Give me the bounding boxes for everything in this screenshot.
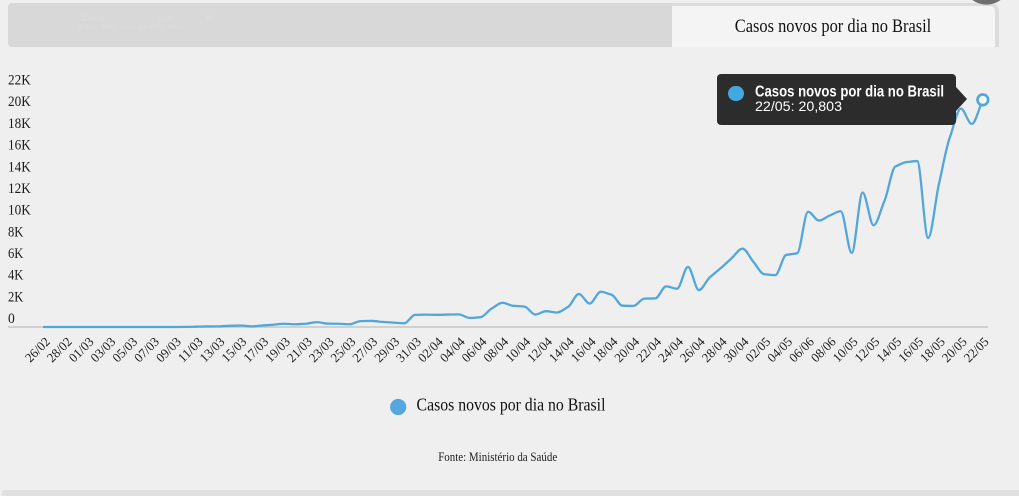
svg-text:0: 0	[8, 311, 15, 327]
svg-text:Casos novos por dia no Brasil: Casos novos por dia no Brasil	[755, 84, 944, 101]
svg-text:Casos novos por dia no Brasil: Casos novos por dia no Brasil	[735, 17, 932, 37]
svg-text:12K: 12K	[8, 181, 31, 197]
svg-text:2K: 2K	[8, 289, 24, 305]
svg-text:14K: 14K	[8, 159, 31, 175]
svg-text:4K: 4K	[8, 268, 24, 284]
svg-text:Fonte: Ministério da Saúde: Fonte: Ministério da Saúde	[438, 450, 557, 464]
svg-text:22/05: 20,803: 22/05: 20,803	[755, 99, 842, 114]
svg-text:10K: 10K	[8, 203, 31, 219]
svg-text:18K: 18K	[8, 116, 31, 132]
svg-text:20K: 20K	[8, 94, 31, 110]
svg-text:8K: 8K	[8, 224, 24, 240]
svg-text:16K: 16K	[8, 138, 31, 154]
svg-text:Casos novos por dia no Brasil: Casos novos por dia no Brasil	[417, 395, 606, 415]
svg-text:22K: 22K	[8, 73, 31, 89]
svg-text:6K: 6K	[8, 246, 24, 262]
